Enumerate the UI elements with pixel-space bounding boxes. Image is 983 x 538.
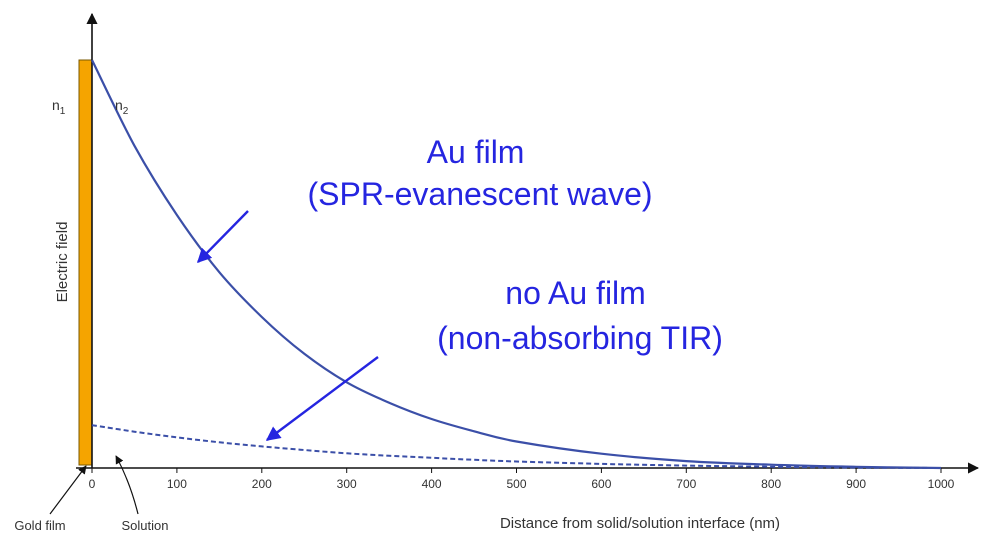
gold-film-pointer xyxy=(49,465,87,515)
x-tick-label: 1000 xyxy=(928,477,955,491)
au-film-arrow xyxy=(196,210,249,264)
n1-label: n1 xyxy=(52,97,66,117)
no-au-film-annotation: no Au film (non-absorbing TIR) xyxy=(437,275,723,356)
solution-pointer xyxy=(115,455,139,515)
series-line-no-au-film xyxy=(91,424,942,469)
x-tick-label: 100 xyxy=(167,477,187,491)
x-axis-title: Distance from solid/solution interface (… xyxy=(500,515,780,532)
x-tick-label: 200 xyxy=(252,477,272,491)
gold-film-label: Gold film xyxy=(14,518,65,533)
no-au-film-arrow xyxy=(265,356,379,441)
x-tick-label: 400 xyxy=(422,477,442,491)
no-au-film-annotation-line-1: no Au film xyxy=(505,275,646,311)
au-film-annotation-line-2: (SPR-evanescent wave) xyxy=(307,176,652,212)
n2-label: n2 xyxy=(115,97,129,117)
x-tick-label: 500 xyxy=(506,477,526,491)
au-film-annotation-line-1: Au film xyxy=(427,134,525,170)
x-tick-label: 700 xyxy=(676,477,696,491)
series-line-au-film xyxy=(91,59,942,470)
no-au-film-annotation-line-2: (non-absorbing TIR) xyxy=(437,320,723,356)
x-tick-label: 800 xyxy=(761,477,781,491)
x-axis-ticks: 0 100 200 300 400 500 600 700 800 900 1000 xyxy=(89,468,955,491)
x-tick-label: 600 xyxy=(591,477,611,491)
series-layer xyxy=(91,59,942,470)
x-tick-label: 0 xyxy=(89,477,96,491)
au-film-annotation: Au film (SPR-evanescent wave) xyxy=(307,134,652,212)
x-tick-label: 300 xyxy=(337,477,357,491)
gold-film-region xyxy=(78,59,93,466)
solution-label: Solution xyxy=(122,518,169,533)
x-tick-label: 900 xyxy=(846,477,866,491)
y-axis-title: Electric field xyxy=(54,222,71,303)
